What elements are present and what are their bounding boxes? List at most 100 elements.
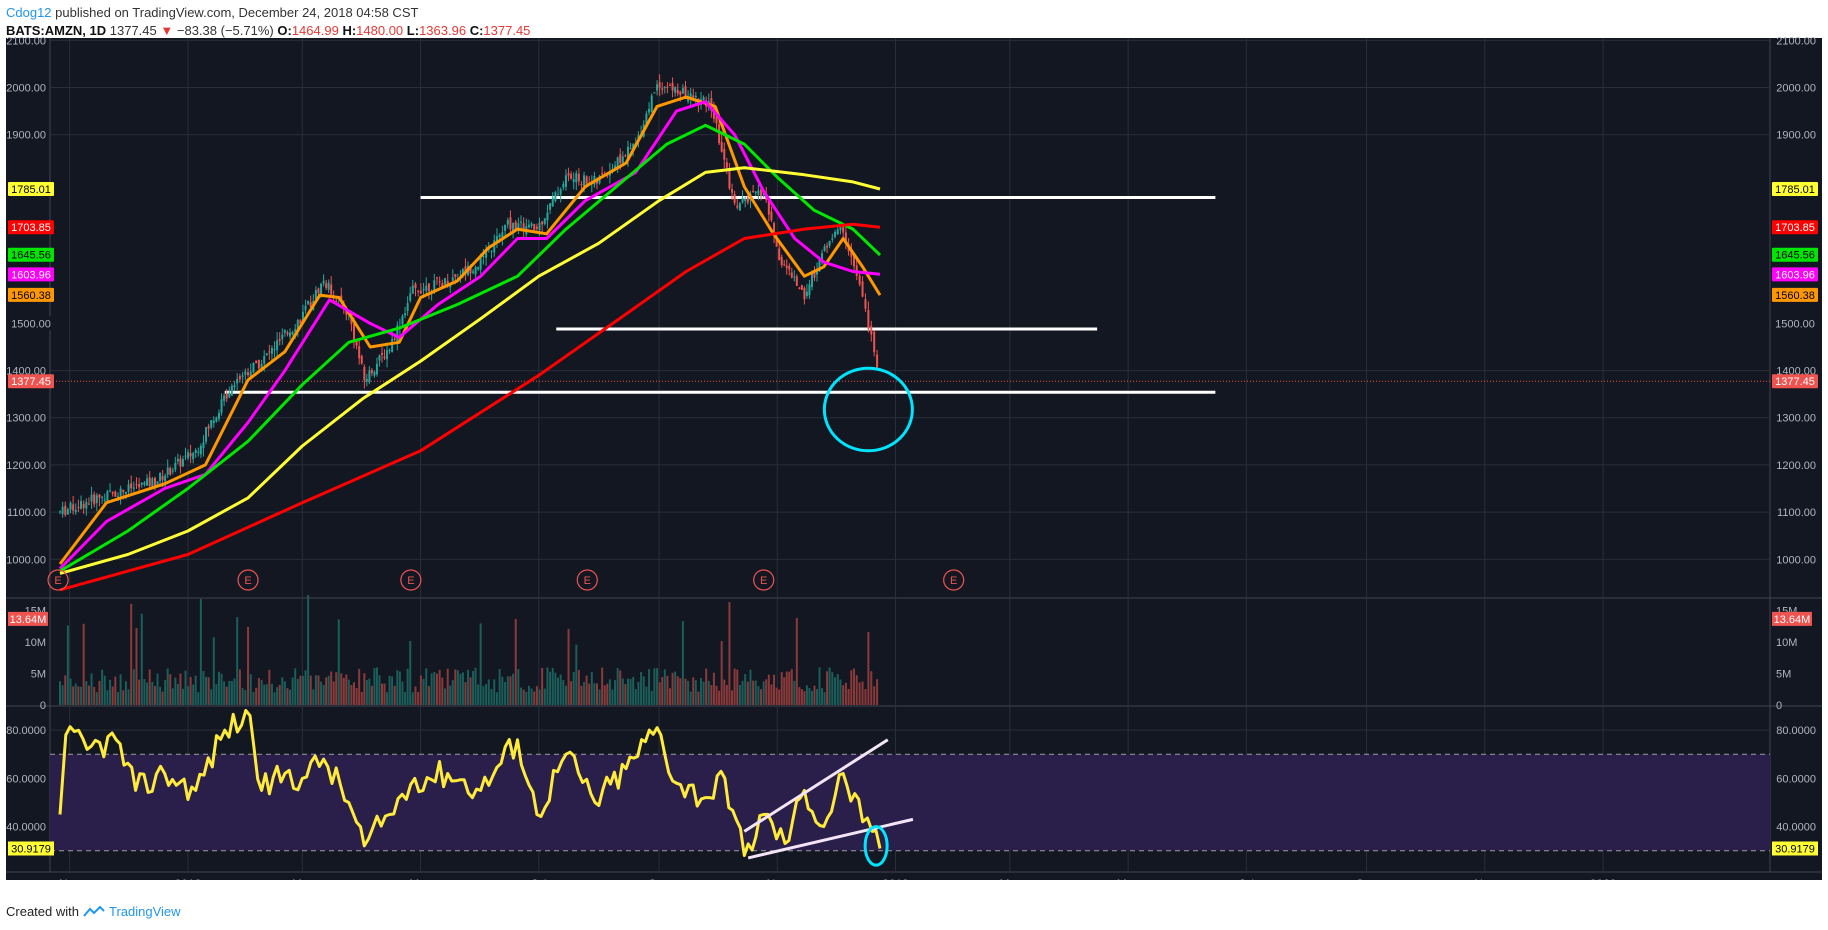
- volume-tick-left: 0: [40, 700, 46, 712]
- candle-body: [427, 283, 430, 292]
- candle-body: [746, 197, 749, 203]
- candle-body: [790, 272, 793, 278]
- candle-body: [355, 341, 358, 346]
- volume-bar: [289, 689, 292, 705]
- tradingview-logo-icon: [83, 905, 105, 917]
- footer: Created with TradingView: [6, 904, 181, 919]
- volume-bar: [414, 686, 417, 705]
- y-tick-label-right: 1200.00: [1776, 460, 1816, 472]
- candle-body: [406, 303, 409, 311]
- volume-bar: [87, 685, 90, 705]
- candle-body: [718, 124, 721, 144]
- volume-bar: [225, 686, 228, 705]
- volume-bar: [422, 678, 425, 705]
- candle-body: [810, 273, 813, 288]
- volume-bar: [679, 678, 682, 705]
- candle-body: [199, 445, 202, 455]
- candle-body: [93, 494, 96, 505]
- candle-body: [401, 315, 404, 325]
- candle-body: [723, 148, 726, 160]
- candle-body: [85, 502, 88, 509]
- price-tag-right: [1772, 287, 1818, 302]
- candle-body: [731, 189, 734, 193]
- candle-body: [844, 232, 847, 242]
- candle-body: [836, 229, 839, 235]
- volume-bar: [171, 688, 174, 705]
- volume-bar: [265, 684, 268, 705]
- volume-bar: [363, 673, 366, 705]
- candle-body: [479, 258, 482, 270]
- volume-bar: [867, 632, 870, 705]
- candle-body: [472, 271, 475, 273]
- volume-bar: [464, 682, 467, 705]
- volume-bar: [593, 683, 596, 705]
- volume-bar: [459, 673, 462, 705]
- candle-body: [151, 478, 154, 487]
- rsi-tick-right: 60.0000: [1776, 773, 1816, 785]
- volume-bar: [181, 688, 184, 705]
- candle-body: [283, 330, 286, 333]
- moving-average-line: [59, 166, 881, 575]
- volume-bar: [441, 677, 444, 705]
- candle-body: [514, 221, 517, 230]
- rsi-tick-left: 60.0000: [6, 773, 46, 785]
- price-tag-left-text: 1500.00: [11, 318, 51, 330]
- author-link[interactable]: Cdog12: [6, 5, 52, 20]
- candle-body: [335, 300, 338, 302]
- volume-bar: [723, 679, 726, 705]
- volume-bar: [601, 667, 604, 705]
- candle-body: [624, 155, 627, 157]
- volume-bar: [687, 680, 690, 705]
- volume-bar: [268, 669, 271, 705]
- earnings-marker: [943, 569, 965, 591]
- tradingview-brand-link[interactable]: TradingView: [108, 904, 181, 919]
- x-tick-label: Nov: [59, 877, 80, 880]
- publish-line: Cdog12 published on TradingView.com, Dec…: [6, 4, 530, 22]
- candle-body: [793, 276, 796, 278]
- candle-body: [411, 285, 414, 294]
- volume-bar: [509, 676, 512, 705]
- candle-body: [132, 487, 135, 489]
- volume-bar: [525, 691, 528, 705]
- volume-bar: [520, 687, 523, 705]
- volume-bar: [598, 689, 601, 705]
- volume-bar: [650, 690, 653, 705]
- volume-bar: [557, 677, 560, 705]
- volume-bar: [66, 625, 69, 705]
- candle-body: [754, 191, 757, 194]
- x-tick-label: 2020: [1590, 877, 1617, 880]
- volume-bar: [656, 668, 659, 705]
- volume-bar: [810, 690, 813, 705]
- volume-bar: [770, 684, 773, 705]
- earnings-marker-label: E: [760, 575, 767, 587]
- candle-body: [530, 223, 533, 226]
- chart-canvas[interactable]: E E E E E E Nov 2018 Mar May Jul Sep Nov 2019 Mar May J…: [0, 0, 1828, 880]
- volume-bar: [559, 674, 562, 705]
- volume-bar: [543, 688, 546, 705]
- volume-bar: [257, 678, 260, 705]
- volume-bar: [653, 668, 656, 705]
- candle-body: [535, 226, 538, 229]
- candle-body: [210, 420, 213, 428]
- volume-bar: [317, 675, 320, 705]
- volume-bar: [564, 685, 567, 705]
- candle-body: [257, 359, 260, 369]
- volume-bar: [138, 679, 141, 705]
- volume-bar: [124, 681, 127, 705]
- candle-body: [572, 179, 575, 182]
- candle-body: [444, 278, 447, 285]
- volume-bar: [64, 675, 67, 705]
- volume-bar: [365, 680, 368, 705]
- volume-bar: [72, 686, 75, 705]
- candle-body: [842, 225, 845, 233]
- price-tag-right-text: 1603.96: [1775, 269, 1815, 281]
- volume-bar: [614, 680, 617, 705]
- candle-body: [111, 491, 114, 494]
- volume-bar: [744, 674, 747, 705]
- volume-bar: [590, 672, 593, 705]
- candle-body: [778, 248, 781, 261]
- candle-body: [850, 249, 853, 257]
- volume-bar: [228, 680, 231, 705]
- candle-body: [694, 96, 697, 98]
- candle-body: [551, 197, 554, 207]
